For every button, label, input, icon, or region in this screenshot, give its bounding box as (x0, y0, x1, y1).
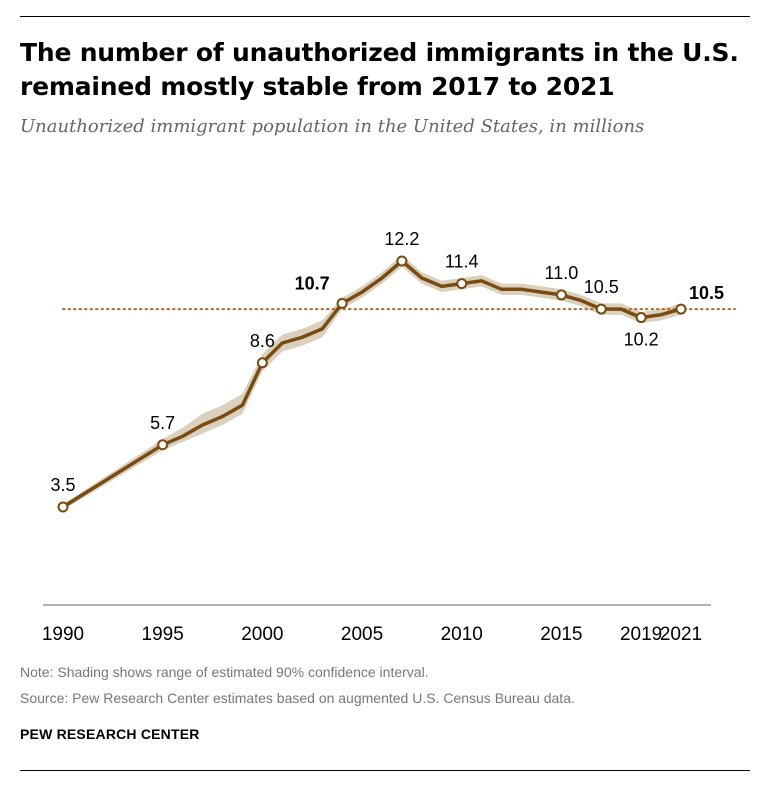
data-point-1990 (57, 501, 69, 513)
data-label-2021: 10.5 (689, 283, 724, 303)
series-line (61, 259, 683, 509)
data-marker-layer (57, 255, 687, 513)
top-rule (20, 16, 750, 17)
bottom-rule (20, 770, 750, 771)
chart-subtitle: Unauthorized immigrant population in the… (20, 116, 645, 137)
x-tick-2015: 2015 (540, 624, 582, 645)
x-tick-2000: 2000 (241, 624, 283, 645)
data-label-1995: 5.7 (150, 413, 175, 433)
x-tick-2019: 2019 (620, 624, 662, 645)
data-point-2019 (635, 312, 647, 324)
chart-title: The number of unauthorized immigrants in… (20, 38, 739, 101)
x-tick-2010: 2010 (441, 624, 483, 645)
data-point-2010 (456, 278, 468, 290)
data-label-2019: 10.2 (624, 330, 659, 350)
footnote-source: Source: Pew Research Center estimates ba… (20, 690, 575, 706)
data-label-2010: 11.4 (445, 252, 479, 272)
x-tick-1990: 1990 (42, 624, 84, 645)
data-label-2004: 10.7 (295, 273, 330, 293)
series-line-layer (61, 259, 683, 509)
data-label-2017: 10.5 (584, 277, 619, 297)
line-chart: 3.55.78.610.712.211.411.010.510.210.5 19… (42, 229, 736, 645)
data-label-1990: 3.5 (50, 475, 75, 495)
data-label-layer: 3.55.78.610.712.211.411.010.510.210.5 (50, 229, 724, 495)
data-label-2000: 8.6 (250, 331, 275, 351)
footnote-note: Note: Shading shows range of estimated 9… (20, 664, 429, 680)
data-point-2007 (396, 255, 408, 267)
data-point-2017 (595, 303, 607, 315)
data-label-2015: 11.0 (545, 263, 579, 283)
x-tick-1995: 1995 (142, 624, 184, 645)
x-tick-2005: 2005 (341, 624, 383, 645)
data-label-2007: 12.2 (384, 229, 419, 249)
data-point-2021 (675, 303, 687, 315)
data-point-2004 (336, 297, 348, 309)
data-point-1995 (157, 439, 169, 451)
x-tick-2021: 2021 (660, 624, 702, 645)
data-point-2015 (555, 289, 567, 301)
data-point-2000 (256, 357, 268, 369)
brand-wordmark: PEW RESEARCH CENTER (20, 726, 200, 742)
